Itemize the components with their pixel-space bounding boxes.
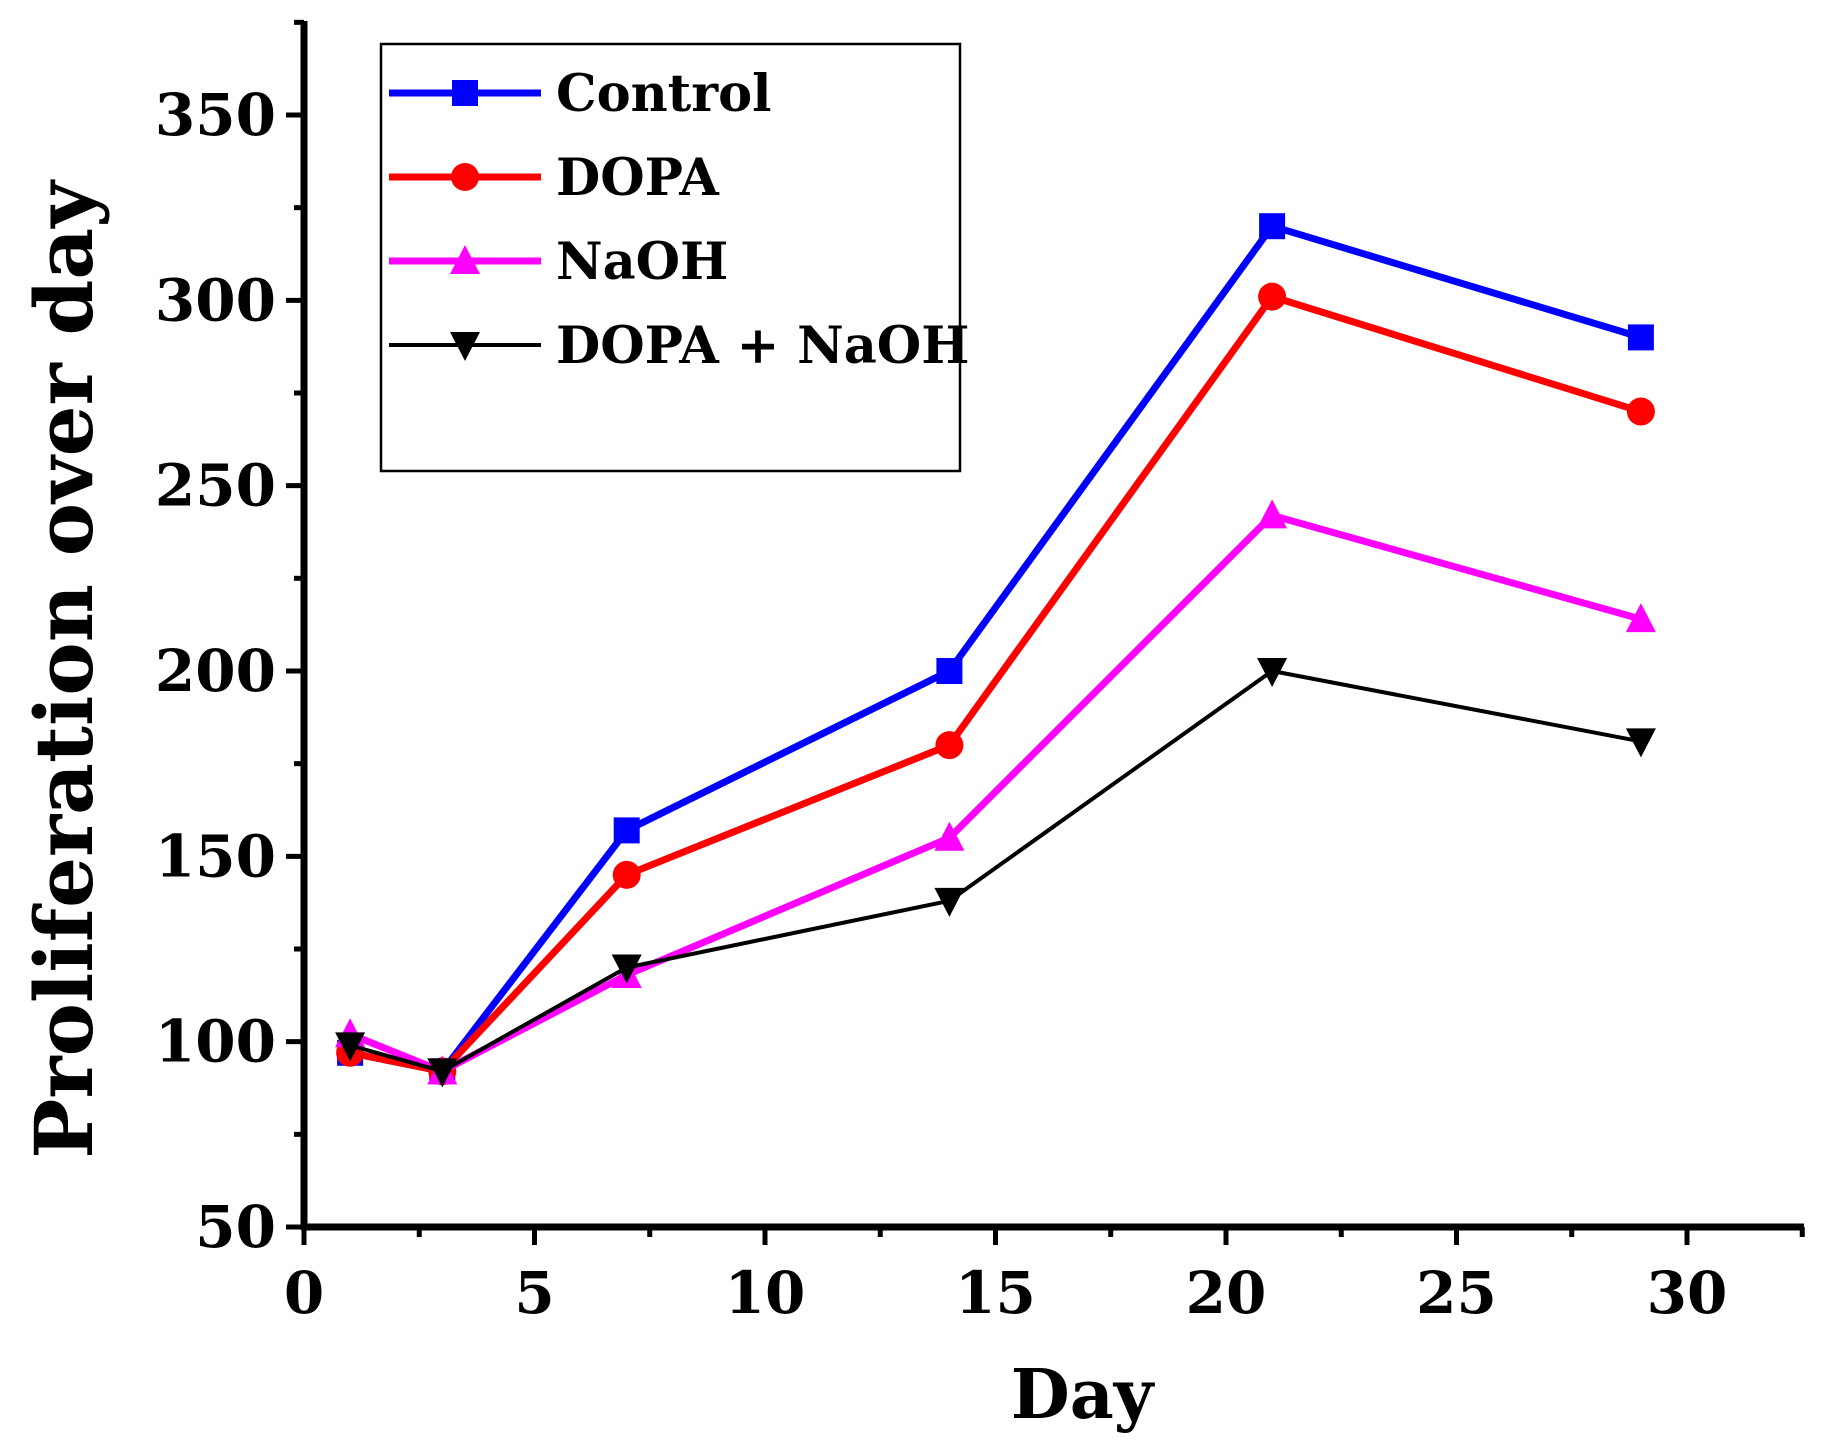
series-layer: [335, 213, 1656, 1088]
x-tick-label: 15: [955, 1259, 1036, 1327]
data-point: [613, 817, 640, 844]
data-point: [934, 887, 965, 917]
legend-label: Control: [556, 64, 772, 124]
y-axis-label: Proliferation over day: [17, 179, 111, 1159]
x-tick-label: 5: [514, 1259, 554, 1327]
series-line: [349, 669, 1642, 1074]
axes: 0 5 10 15 20 25 30 50 100 150 200 250 300 350: [155, 19, 1805, 1327]
legend-label: DOPA: [556, 148, 720, 208]
x-tick-label: 20: [1186, 1259, 1267, 1327]
data-point: [1258, 282, 1287, 311]
legend-label: NaOH: [556, 232, 728, 292]
data-point: [612, 860, 641, 889]
data-point: [936, 658, 963, 684]
data-point: [1627, 324, 1654, 351]
data-point: [1625, 728, 1656, 758]
y-tick-label: 300: [155, 266, 276, 334]
data-point: [611, 954, 642, 984]
legend-box: [379, 42, 962, 473]
y-tick-label: 100: [155, 1008, 276, 1076]
data-point: [335, 1032, 366, 1062]
data-point: [1257, 499, 1288, 529]
y-tick-label: 250: [155, 452, 276, 520]
y-tick-label: 50: [195, 1193, 276, 1261]
data-point: [1259, 213, 1286, 240]
y-tick-label: 200: [155, 637, 276, 705]
y-tick-label: 350: [155, 81, 276, 149]
x-tick-label: 30: [1647, 1259, 1728, 1327]
series-dopa-naoh: [335, 658, 1656, 1088]
data-point: [1257, 658, 1288, 687]
x-axis-label: Day: [1011, 1355, 1156, 1435]
series-line: [348, 511, 1642, 1075]
legend-marker: [450, 245, 480, 274]
x-tick-label: 10: [725, 1259, 806, 1327]
x-tick-label: 0: [284, 1259, 324, 1327]
y-tick-label: 150: [155, 822, 276, 890]
data-point: [935, 731, 964, 760]
legend-label: DOPA + NaOH: [556, 316, 969, 376]
data-point: [1626, 397, 1655, 426]
data-point: [1625, 603, 1656, 633]
data-point: [934, 821, 965, 851]
series-naoh: [335, 499, 1656, 1085]
data-point: [427, 1058, 458, 1088]
x-tick-label: 25: [1416, 1259, 1497, 1327]
legend-marker: [450, 332, 480, 361]
legend-marker: [451, 163, 479, 191]
legend: Control DOPA NaOH DOPA + NaOH: [379, 42, 969, 473]
legend-marker: [452, 80, 478, 106]
